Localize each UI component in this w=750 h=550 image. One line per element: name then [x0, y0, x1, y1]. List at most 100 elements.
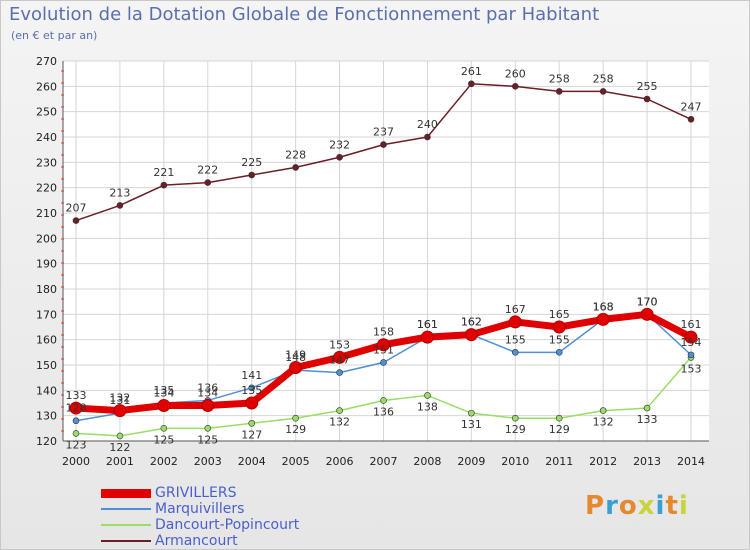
data-point-grivillers — [333, 350, 347, 364]
data-label-grivillers: 165 — [549, 308, 570, 321]
y-tick-label: 130 — [36, 410, 57, 423]
data-label-grivillers: 135 — [241, 384, 262, 397]
data-label-armancourt: 247 — [681, 100, 702, 113]
data-point-grivillers — [289, 361, 303, 375]
data-point-marquivillers — [336, 369, 343, 376]
data-point-armancourt — [687, 115, 695, 123]
y-tick-label: 250 — [36, 106, 57, 119]
data-point-armancourt — [116, 202, 124, 209]
data-label-dancourt-popincourt: 129 — [549, 423, 570, 436]
data-point-dancourt-popincourt — [72, 430, 80, 437]
data-point-grivillers — [201, 399, 215, 413]
data-point-grivillers — [552, 320, 566, 334]
data-point-grivillers — [157, 399, 171, 413]
data-label-grivillers: 158 — [373, 326, 394, 339]
data-label-grivillers: 168 — [593, 300, 614, 313]
data-point-dancourt-popincourt — [248, 419, 256, 427]
data-point-dancourt-popincourt — [292, 414, 299, 422]
legend-label: Armancourt — [155, 533, 238, 549]
data-label-armancourt: 258 — [593, 72, 614, 85]
y-tick-label: 190 — [36, 258, 57, 271]
data-point-dancourt-popincourt — [468, 409, 475, 417]
data-point-grivillers — [464, 328, 478, 342]
data-label-armancourt: 228 — [285, 148, 306, 161]
data-label-grivillers: 167 — [505, 303, 526, 316]
data-label-dancourt-popincourt: 129 — [505, 423, 526, 436]
x-tick-label: 2000 — [62, 455, 90, 468]
data-label-armancourt: 207 — [66, 202, 87, 215]
x-tick-label: 2003 — [194, 455, 222, 468]
x-tick-label: 2013 — [633, 455, 661, 468]
data-point-armancourt — [72, 217, 80, 224]
data-point-dancourt-popincourt — [116, 432, 124, 440]
data-label-armancourt: 261 — [461, 65, 482, 78]
x-tick-label: 2001 — [106, 455, 134, 468]
legend-item: Dancourt-Popincourt — [101, 517, 299, 533]
logo-letter: r — [605, 491, 619, 521]
legend-swatch — [101, 508, 151, 510]
data-label-grivillers: 149 — [285, 349, 306, 362]
data-label-grivillers: 132 — [109, 392, 130, 405]
data-label-grivillers: 162 — [461, 316, 482, 329]
y-tick-label: 270 — [36, 55, 57, 68]
legend-item: GRIVILLERS — [101, 485, 299, 501]
data-point-armancourt — [380, 141, 387, 148]
data-label-dancourt-popincourt: 123 — [66, 438, 87, 451]
data-label-marquivillers: 162 — [461, 316, 482, 329]
data-label-armancourt: 260 — [505, 67, 526, 80]
y-tick-label: 140 — [36, 384, 57, 397]
data-point-armancourt — [511, 83, 519, 90]
logo-letter: o — [618, 491, 638, 521]
x-tick-label: 2009 — [457, 455, 485, 468]
data-label-dancourt-popincourt: 153 — [681, 362, 702, 375]
data-label-dancourt-popincourt: 125 — [153, 433, 174, 446]
data-point-armancourt — [292, 164, 299, 171]
data-point-grivillers — [69, 401, 83, 415]
x-tick-label: 2008 — [413, 455, 441, 468]
data-point-grivillers — [245, 396, 259, 410]
data-label-dancourt-popincourt: 127 — [241, 428, 262, 441]
data-label-marquivillers: 168 — [593, 300, 614, 313]
y-tick-label: 200 — [36, 232, 57, 245]
logo-letter: i — [655, 491, 666, 521]
data-label-armancourt: 255 — [637, 80, 658, 93]
data-label-armancourt: 240 — [417, 118, 438, 131]
data-point-armancourt — [424, 133, 431, 141]
data-label-marquivillers: 170 — [637, 295, 658, 308]
legend-swatch — [101, 524, 151, 526]
legend-swatch — [101, 540, 151, 542]
data-label-marquivillers: 154 — [681, 336, 702, 349]
data-point-grivillers — [377, 338, 390, 352]
data-label-dancourt-popincourt: 122 — [109, 441, 130, 454]
data-point-dancourt-popincourt — [511, 414, 519, 422]
legend-item: Marquivillers — [101, 501, 299, 517]
data-point-marquivillers — [687, 351, 695, 359]
x-tick-label: 2002 — [150, 455, 178, 468]
data-label-grivillers: 161 — [681, 318, 702, 331]
data-label-dancourt-popincourt: 131 — [461, 418, 482, 431]
data-label-marquivillers: 135 — [153, 384, 174, 397]
data-point-dancourt-popincourt — [424, 392, 431, 399]
data-point-marquivillers — [248, 384, 256, 392]
data-point-armancourt — [160, 181, 168, 189]
data-point-armancourt — [599, 88, 607, 95]
data-label-marquivillers: 148 — [285, 351, 306, 364]
data-label-grivillers: 133 — [66, 389, 87, 402]
x-tick-label: 2005 — [282, 455, 310, 468]
x-tick-label: 2006 — [326, 455, 354, 468]
y-tick-label: 210 — [36, 207, 57, 220]
x-tick-label: 2012 — [589, 455, 617, 468]
logo-letter: x — [637, 491, 656, 521]
data-point-dancourt-popincourt — [204, 425, 212, 432]
data-label-dancourt-popincourt: 125 — [197, 433, 218, 446]
data-label-marquivillers: 147 — [329, 354, 350, 367]
data-point-armancourt — [248, 171, 256, 179]
data-point-dancourt-popincourt — [160, 425, 168, 432]
data-label-marquivillers: 136 — [197, 381, 218, 394]
x-tick-label: 2010 — [501, 455, 529, 468]
data-label-armancourt: 258 — [549, 72, 570, 85]
data-label-marquivillers: 155 — [549, 333, 570, 346]
legend-label: Dancourt-Popincourt — [155, 517, 300, 533]
data-point-armancourt — [204, 179, 212, 186]
plot-area — [63, 61, 709, 441]
